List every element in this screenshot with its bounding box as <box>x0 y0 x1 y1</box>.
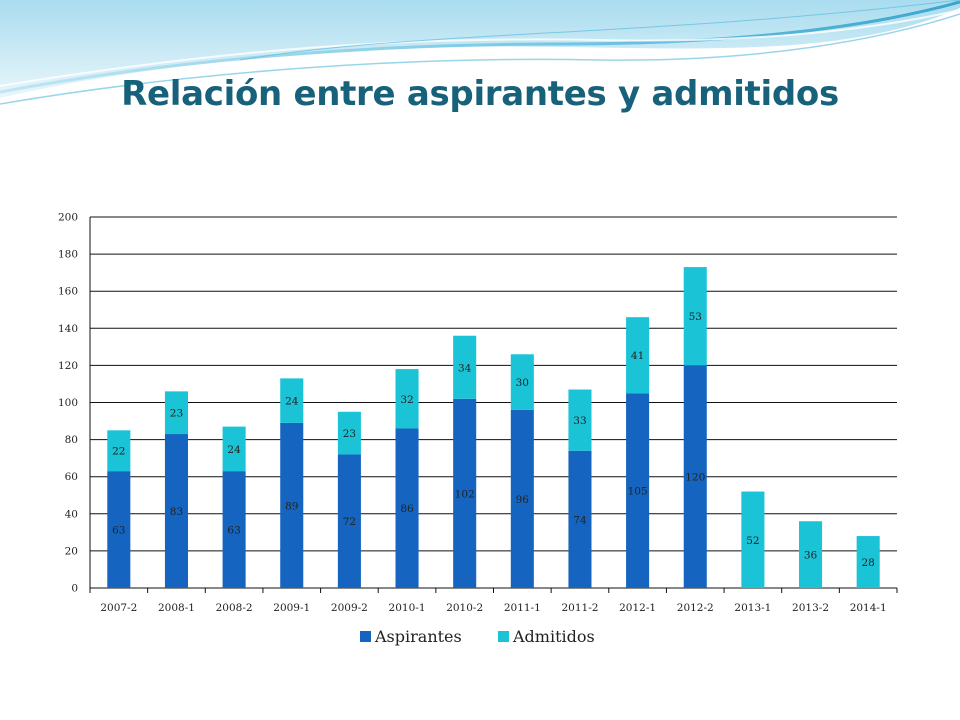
y-tick-label: 0 <box>71 583 78 595</box>
x-tick-label: 2013-2 <box>792 602 829 614</box>
data-label: 34 <box>458 362 472 374</box>
slide-title: Relación entre aspirantes y admitidos <box>121 74 839 114</box>
data-label: 102 <box>455 488 475 500</box>
bar-admitidos-2007-2 <box>107 430 131 472</box>
data-label: 24 <box>285 396 299 408</box>
x-tick-label: 2012-2 <box>677 602 714 614</box>
x-tick-label: 2007-2 <box>100 602 137 614</box>
bar-admitidos-2011-2 <box>568 389 592 451</box>
x-tick-label: 2014-1 <box>850 602 887 614</box>
x-tick-label: 2009-1 <box>273 602 310 614</box>
data-label: 63 <box>227 525 240 537</box>
x-tick-label: 2009-2 <box>331 602 368 614</box>
bar-aspirantes-2011-2 <box>568 450 592 588</box>
bar-admitidos-2009-1 <box>280 378 304 423</box>
legend-label-aspirantes: Aspirantes <box>374 627 462 646</box>
bar-aspirantes-2007-2 <box>107 471 131 588</box>
data-label: 41 <box>631 350 644 362</box>
y-tick-label: 160 <box>58 286 78 298</box>
bar-admitidos-2013-1 <box>741 491 765 588</box>
data-label: 86 <box>400 503 414 515</box>
bar-aspirantes-2010-1 <box>395 428 419 588</box>
x-tick-label: 2012-1 <box>619 602 656 614</box>
y-tick-label: 80 <box>65 434 78 446</box>
y-tick-label: 40 <box>65 508 78 520</box>
bar-admitidos-2010-1 <box>395 369 419 429</box>
x-tick-label: 2010-1 <box>389 602 426 614</box>
y-tick-label: 180 <box>58 249 78 261</box>
bar-aspirantes-2012-1 <box>626 393 650 588</box>
data-label: 52 <box>746 535 759 547</box>
data-label: 23 <box>170 408 183 420</box>
x-tick-label: 2008-1 <box>158 602 195 614</box>
data-label: 36 <box>804 550 818 562</box>
x-tick-label: 2010-2 <box>446 602 483 614</box>
data-label: 89 <box>285 500 298 512</box>
bar-admitidos-2013-2 <box>799 521 823 588</box>
bar-aspirantes-2009-2 <box>337 454 361 588</box>
legend-swatch-aspirantes <box>360 631 371 642</box>
x-tick-label: 2013-1 <box>734 602 771 614</box>
bar-admitidos-2008-1 <box>164 391 188 435</box>
data-label: 63 <box>112 525 125 537</box>
data-label: 105 <box>628 486 648 498</box>
data-label: 53 <box>689 311 702 323</box>
y-tick-label: 100 <box>58 397 78 409</box>
x-tick-label: 2011-2 <box>561 602 598 614</box>
y-tick-label: 60 <box>65 471 78 483</box>
legend-swatch-admitidos <box>498 631 509 642</box>
bar-admitidos-2010-2 <box>453 335 477 399</box>
x-tick-label: 2008-2 <box>216 602 253 614</box>
bar-aspirantes-2011-1 <box>510 409 534 588</box>
bar-admitidos-2011-1 <box>510 354 534 410</box>
bar-admitidos-2014-1 <box>856 536 880 588</box>
data-label: 96 <box>516 494 530 506</box>
data-label: 33 <box>573 415 586 427</box>
bar-admitidos-2009-2 <box>337 411 361 455</box>
bar-aspirantes-2008-2 <box>222 471 246 588</box>
bar-aspirantes-2012-2 <box>683 365 707 588</box>
data-label: 120 <box>685 472 705 484</box>
data-label: 74 <box>573 514 587 526</box>
y-tick-label: 120 <box>58 360 78 372</box>
data-label: 23 <box>343 428 356 440</box>
x-tick-label: 2011-1 <box>504 602 541 614</box>
bar-admitidos-2008-2 <box>222 426 246 472</box>
legend-label-admitidos: Admitidos <box>512 627 595 646</box>
data-label: 32 <box>400 394 413 406</box>
bar-aspirantes-2010-2 <box>453 398 477 588</box>
data-label: 28 <box>861 557 874 569</box>
y-tick-label: 200 <box>58 212 78 224</box>
y-tick-label: 20 <box>65 545 78 557</box>
data-label: 30 <box>516 377 529 389</box>
bar-aspirantes-2008-1 <box>164 434 188 588</box>
bar-admitidos-2012-2 <box>683 267 707 366</box>
bar-admitidos-2012-1 <box>626 317 650 394</box>
data-label: 72 <box>343 516 356 528</box>
data-label: 83 <box>170 506 183 518</box>
bar-aspirantes-2009-1 <box>280 422 304 588</box>
header-wave-decoration <box>0 0 960 105</box>
data-label: 24 <box>227 444 241 456</box>
y-tick-label: 140 <box>58 323 78 335</box>
data-label: 22 <box>112 446 125 458</box>
